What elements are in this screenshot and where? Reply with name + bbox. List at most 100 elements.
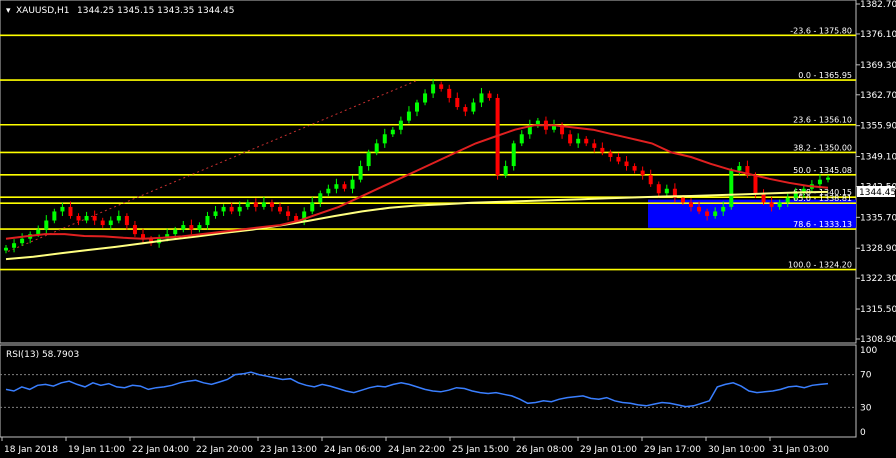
fib-label: -23.6 - 1375.80 <box>790 26 852 35</box>
candle-body <box>592 143 597 148</box>
fib-label: 0.0 - 1365.95 <box>798 71 852 80</box>
candle-body <box>479 93 484 103</box>
current-price-box <box>857 186 895 197</box>
candle-body <box>213 211 218 216</box>
symbol-label: XAUUSD,H1 <box>16 6 70 16</box>
price-tick-label: 1335.70 <box>860 213 896 223</box>
candle-body <box>116 215 121 221</box>
candle-body <box>261 202 266 207</box>
candle-body <box>36 229 41 235</box>
candle-body <box>672 188 677 198</box>
candle-body <box>286 211 291 216</box>
candle-body <box>173 229 178 235</box>
candle-body <box>84 215 89 221</box>
current-price-label: 1344.45 <box>859 188 896 198</box>
candle-body <box>237 206 242 212</box>
candle-body <box>165 234 170 239</box>
rsi-indicator <box>0 371 856 408</box>
candle-body <box>253 202 258 207</box>
candle-body <box>705 211 710 216</box>
candle-body <box>398 120 403 130</box>
candle-body <box>576 138 581 144</box>
candle-body <box>793 193 798 198</box>
candle-body <box>447 88 452 98</box>
fib-label: 65.0 - 1338.81 <box>793 194 852 203</box>
candle-body <box>20 238 25 244</box>
fib-label: 23.6 - 1356.10 <box>793 116 852 125</box>
rsi-tick-label: 70 <box>860 371 872 381</box>
price-tick-label: 1328.90 <box>860 244 896 254</box>
fib-label: 100.0 - 1324.20 <box>788 261 852 270</box>
candle-body <box>382 134 387 144</box>
candle-body <box>100 220 105 226</box>
time-tick-label: 22 Jan 20:00 <box>196 445 253 455</box>
candle-body <box>503 166 508 176</box>
candle-body <box>801 188 806 194</box>
candle-body <box>826 177 830 180</box>
dashed-trendline <box>7 79 419 252</box>
candle-body <box>656 184 661 194</box>
candle-body <box>761 193 766 203</box>
candle-body <box>415 102 419 112</box>
candle-body <box>487 93 492 98</box>
candle-body <box>648 175 653 185</box>
candle-body <box>560 125 565 135</box>
time-tick-label: 26 Jan 08:00 <box>516 445 573 455</box>
candle-body <box>471 102 476 112</box>
candle-body <box>390 129 395 135</box>
fib-label: 78.6 - 1333.13 <box>793 220 852 229</box>
candle-body <box>455 97 460 108</box>
candle-body <box>463 107 468 112</box>
candle-body <box>624 161 629 167</box>
candle-body <box>431 84 436 94</box>
candle-body <box>4 247 8 251</box>
candle-body <box>664 188 669 194</box>
candle-body <box>745 166 750 176</box>
candle-body <box>632 166 637 171</box>
ma-slow-line <box>5 190 829 261</box>
candle-body <box>12 243 17 248</box>
price-tick-label: 1382.70 <box>860 0 896 10</box>
candle-body <box>640 170 645 176</box>
time-tick-label: 29 Jan 01:00 <box>580 445 637 455</box>
candle-body <box>519 134 524 144</box>
candle-body <box>108 220 113 226</box>
candle-body <box>721 206 726 212</box>
ma-fast-line <box>5 124 829 240</box>
candle-body <box>584 138 589 144</box>
time-tick-label: 25 Jan 15:00 <box>452 445 509 455</box>
time-tick-label: 24 Jan 22:00 <box>388 445 445 455</box>
candle-body <box>423 93 428 103</box>
time-tick-label: 24 Jan 06:00 <box>324 445 381 455</box>
candle-body <box>350 179 355 189</box>
candle-body <box>697 206 702 212</box>
candle-body <box>229 206 234 212</box>
candle-body <box>439 84 444 89</box>
candle-body <box>141 234 145 239</box>
candle-body <box>278 206 282 212</box>
candle-body <box>60 206 65 212</box>
candle-body <box>535 120 540 126</box>
price-tick-label: 1315.50 <box>860 305 896 315</box>
candle-body <box>221 206 226 212</box>
fibonacci-levels: -23.6 - 1375.80 0.0 - 1365.95 23.6 - 1356.… <box>0 26 856 271</box>
time-tick-label: 23 Jan 13:00 <box>260 445 317 455</box>
rsi-label: RSI(13) 58.7903 <box>6 350 79 360</box>
candle-body <box>680 197 685 203</box>
candle-body <box>608 152 613 157</box>
candle-body <box>326 188 331 194</box>
fib-label: 38.2 - 1350.00 <box>793 143 852 152</box>
candle-body <box>568 134 573 144</box>
candle-body <box>334 184 339 189</box>
ohlc-readout: 1344.25 1345.15 1343.35 1344.45 <box>77 6 234 16</box>
candle-body <box>777 202 782 207</box>
candle-body <box>294 215 299 221</box>
candle-body <box>318 193 323 203</box>
fib-label: 50.0 - 1345.08 <box>793 166 852 175</box>
symbol-dropdown-icon[interactable]: ▾ <box>6 6 11 16</box>
candle-body <box>44 220 49 230</box>
candle-body <box>729 170 734 207</box>
candle-body <box>205 215 210 226</box>
